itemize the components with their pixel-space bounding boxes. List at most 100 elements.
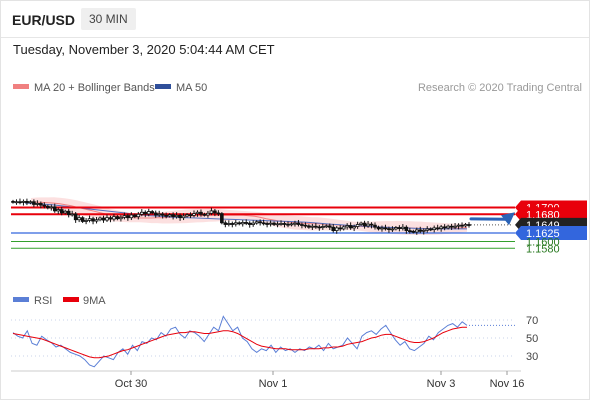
candle-body	[168, 215, 171, 216]
rsi-ma-legend-swatch	[63, 297, 79, 302]
candle-body	[234, 223, 237, 224]
candle-body	[161, 214, 164, 215]
candle-body	[245, 222, 248, 223]
candle-body	[248, 223, 251, 224]
candle-body	[276, 224, 279, 225]
candle-body	[468, 225, 471, 226]
candle-body	[405, 227, 408, 230]
candle-body	[318, 227, 321, 228]
candle-body	[241, 222, 244, 223]
candle-body	[88, 219, 91, 221]
candle-body	[266, 223, 269, 224]
rsi-ma-legend-label: 9MA	[83, 295, 106, 307]
ma20-legend-label: MA 20 + Bollinger Bands	[34, 82, 155, 94]
candle-body	[283, 223, 286, 224]
candle-body	[287, 224, 290, 225]
candle-body	[224, 223, 227, 225]
candle-body	[255, 222, 258, 223]
candle-body	[182, 216, 185, 218]
credit-text: Research © 2020 Trading Central	[418, 82, 582, 94]
candle-body	[269, 223, 272, 224]
candle-body	[412, 231, 415, 232]
candle-body	[377, 227, 380, 229]
candle-body	[408, 231, 411, 232]
candle-body	[388, 229, 391, 230]
candle-body	[370, 224, 373, 225]
candle-body	[297, 223, 300, 224]
candle-body	[203, 214, 206, 215]
candle-body	[374, 225, 377, 227]
candle-body	[238, 223, 241, 224]
candle-body	[436, 228, 439, 229]
candle-body	[314, 226, 317, 227]
candle-body	[426, 229, 429, 230]
candle-body	[443, 227, 446, 228]
candle-body	[196, 212, 199, 213]
candle-body	[12, 201, 15, 202]
candle-body	[116, 217, 119, 219]
candle-body	[231, 223, 234, 224]
candle-body	[81, 218, 84, 222]
candle-body	[147, 212, 150, 214]
candle-body	[165, 215, 168, 216]
ma20-legend-swatch	[13, 84, 29, 89]
candle-body	[290, 224, 293, 225]
candle-body	[461, 225, 464, 226]
candle-body	[217, 213, 220, 214]
candle-body	[22, 201, 25, 202]
candle-body	[67, 211, 70, 214]
candle-body	[381, 228, 384, 229]
candle-body	[339, 228, 342, 229]
candle-body	[356, 225, 359, 227]
candle-body	[50, 207, 53, 208]
candle-body	[78, 218, 81, 220]
candle-body	[133, 215, 136, 217]
candle-body	[280, 223, 283, 224]
candle-body	[144, 212, 147, 214]
candle-body	[447, 226, 450, 228]
candle-body	[307, 226, 310, 227]
candle-body	[85, 220, 88, 221]
x-tick-label: Nov 1	[259, 378, 288, 390]
candle-body	[46, 206, 49, 208]
candle-body	[102, 218, 105, 220]
candle-body	[328, 226, 331, 227]
candle-body	[92, 219, 95, 221]
candle-body	[53, 207, 56, 211]
candle-body	[179, 215, 182, 217]
candle-body	[123, 216, 126, 218]
candle-body	[60, 210, 63, 213]
candle-body	[106, 218, 109, 220]
candle-body	[391, 229, 394, 230]
candle-body	[99, 218, 102, 220]
candle-body	[36, 203, 39, 204]
rsi-line	[13, 316, 467, 366]
candle-body	[43, 205, 46, 206]
candle-body	[457, 225, 460, 226]
candle-body	[415, 230, 418, 232]
candle-body	[384, 228, 387, 229]
ma50-legend-swatch	[155, 84, 171, 89]
candle-body	[252, 223, 255, 224]
candle-body	[26, 201, 29, 202]
candle-body	[433, 228, 436, 230]
candle-body	[227, 223, 230, 224]
candle-body	[304, 225, 307, 226]
candle-body	[151, 212, 154, 213]
candle-body	[19, 202, 22, 203]
candle-body	[342, 227, 345, 229]
candle-body	[126, 216, 129, 218]
candle-body	[325, 226, 328, 227]
candle-body	[332, 227, 335, 230]
candle-body	[262, 223, 265, 224]
candle-body	[29, 202, 32, 203]
candle-body	[349, 226, 352, 228]
candle-body	[464, 225, 467, 226]
candle-body	[311, 226, 314, 227]
candle-body	[398, 228, 401, 229]
x-tick-label: Nov 3	[427, 378, 456, 390]
candle-body	[71, 214, 74, 215]
candle-body	[64, 211, 67, 213]
